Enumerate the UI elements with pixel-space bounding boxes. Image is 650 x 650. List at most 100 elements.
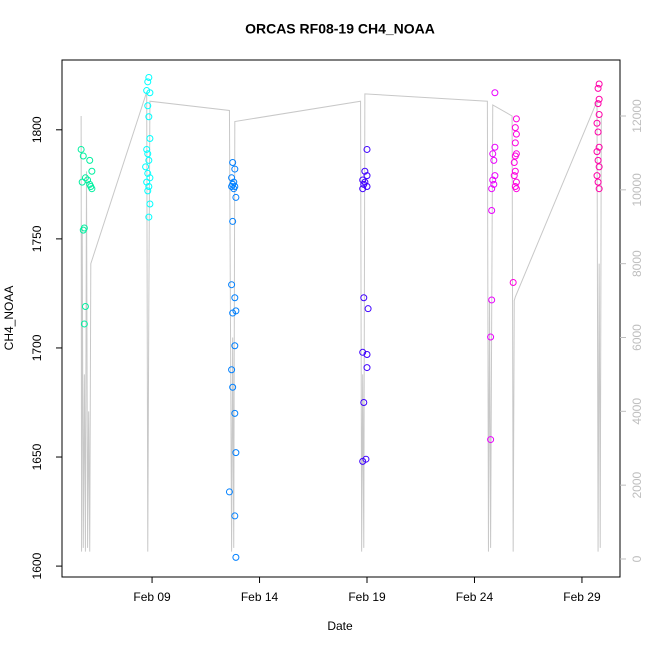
data-point [512, 130, 520, 138]
data-point [229, 309, 237, 317]
data-point [86, 156, 94, 164]
data-point [232, 449, 240, 457]
data-point [595, 163, 603, 171]
data-point [145, 213, 153, 221]
data-point [231, 342, 239, 350]
y-tick-label: 1700 [30, 334, 44, 361]
data-point [594, 128, 602, 136]
data-point [231, 294, 239, 302]
data-point [595, 80, 603, 88]
data-point [511, 152, 519, 160]
data-point [146, 89, 154, 97]
x-tick-label: Feb 19 [348, 590, 386, 604]
data-point [228, 174, 236, 182]
data-point [593, 119, 601, 127]
x-tick-label: Feb 24 [456, 590, 494, 604]
data-point [511, 167, 519, 175]
data-point [363, 183, 371, 191]
data-point [512, 178, 520, 186]
data-point [488, 207, 496, 215]
y-tick-label: 1750 [30, 225, 44, 252]
data-point [228, 183, 236, 191]
data-point [488, 296, 496, 304]
data-point [487, 436, 495, 444]
data-point [143, 145, 151, 153]
data-point [144, 102, 152, 110]
data-point [232, 193, 240, 201]
data-point [511, 139, 519, 147]
data-point [509, 279, 517, 287]
data-point [81, 303, 89, 311]
x-tick-label: Feb 29 [563, 590, 601, 604]
data-point [142, 163, 150, 171]
y2-tick-label: 0 [630, 555, 644, 562]
data-point [143, 178, 151, 186]
data-point [359, 185, 367, 193]
data-point [363, 145, 371, 153]
data-point [489, 176, 497, 184]
data-point [144, 78, 152, 86]
data-point [79, 152, 87, 160]
data-point [88, 167, 96, 175]
data-point [228, 366, 236, 374]
data-point [510, 172, 518, 180]
data-point [231, 409, 239, 417]
data-point [594, 84, 602, 92]
data-point [145, 73, 153, 81]
data-point [364, 305, 372, 313]
data-point [491, 172, 499, 180]
data-point [512, 185, 520, 193]
data-point [362, 455, 370, 463]
data-point [363, 350, 371, 358]
y2-tick-label: 10000 [630, 173, 644, 207]
data-point [510, 159, 518, 167]
data-point [487, 333, 495, 341]
data-point [229, 217, 237, 225]
data-point [594, 156, 602, 164]
data-point [489, 150, 497, 158]
data-point [80, 320, 88, 328]
y-tick-label: 1650 [30, 443, 44, 470]
y2-tick-label: 2000 [630, 471, 644, 498]
chart-title: ORCAS RF08-19 CH4_NOAA [245, 21, 435, 37]
y-axis-label: CH4_NOAA [2, 286, 16, 351]
data-point [594, 178, 602, 186]
data-point [359, 176, 367, 184]
data-point [595, 111, 603, 119]
data-point [81, 174, 89, 182]
x-tick-label: Feb 14 [241, 590, 279, 604]
y2-tick-label: 12000 [630, 99, 644, 133]
data-point [595, 143, 603, 151]
data-point [595, 185, 603, 193]
data-point [231, 512, 239, 520]
data-point [78, 178, 86, 186]
data-point [232, 553, 240, 561]
data-point [488, 185, 496, 193]
data-point [79, 226, 87, 234]
data-point [593, 172, 601, 180]
data-point [593, 148, 601, 156]
data-point [228, 281, 236, 289]
data-point [359, 348, 367, 356]
data-point [145, 113, 153, 121]
data-point [491, 143, 499, 151]
y-tick-label: 1800 [30, 116, 44, 143]
altitude-line [80, 91, 602, 552]
y2-tick-label: 8000 [630, 250, 644, 277]
data-point [595, 95, 603, 103]
data-point [144, 169, 152, 177]
y2-tick-label: 6000 [630, 324, 644, 351]
data-point [146, 135, 154, 143]
data-point [360, 294, 368, 302]
data-point [490, 180, 498, 188]
data-point [490, 156, 498, 164]
x-axis-label: Date [327, 619, 353, 633]
plot-frame [61, 59, 621, 578]
data-point [491, 89, 499, 97]
data-point [146, 200, 154, 208]
data-point [144, 187, 152, 195]
data-point [594, 100, 602, 108]
data-point [145, 156, 153, 164]
data-point [511, 124, 519, 132]
